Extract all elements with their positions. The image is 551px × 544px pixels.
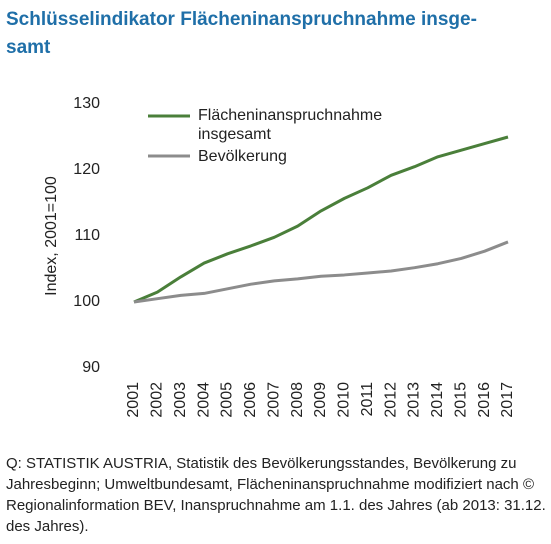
legend-label: Bevölkerung bbox=[198, 148, 287, 165]
x-tick-label: 2009 bbox=[312, 382, 329, 418]
x-tick-label: 2004 bbox=[195, 382, 212, 418]
source-note: Q: STATISTIK AUSTRIA, Statistik des Bevö… bbox=[6, 455, 546, 535]
chart-title: Schlüsselindikator Flächeninanspruchnahm… bbox=[6, 6, 546, 62]
series-line bbox=[133, 240, 509, 304]
x-tick-label: 2010 bbox=[336, 382, 353, 418]
y-axis-label: Index, 2001=100 bbox=[43, 176, 60, 296]
y-tick-label: 120 bbox=[73, 161, 100, 178]
x-tick-label: 2001 bbox=[125, 382, 142, 418]
chart: Index, 2001=100 90 100 110 120 130 2001 2002 20… bbox=[43, 95, 516, 418]
x-tick-label: 2002 bbox=[149, 382, 166, 418]
y-tick-label: 130 bbox=[73, 95, 100, 112]
title-line: Schlüsselindikator Flächeninanspruchnahm… bbox=[6, 9, 477, 30]
x-tick-label: 2014 bbox=[429, 382, 446, 418]
x-tick-label: 2007 bbox=[265, 382, 282, 418]
x-tick-label: 2003 bbox=[172, 382, 189, 418]
x-tick-label: 2008 bbox=[289, 382, 306, 418]
x-tick-label: 2005 bbox=[219, 382, 236, 418]
series-line bbox=[133, 135, 509, 304]
x-tick-label: 2013 bbox=[406, 382, 423, 418]
x-tick-label: 2012 bbox=[382, 382, 399, 418]
x-tick-label: 2011 bbox=[359, 382, 376, 417]
title-line: samt bbox=[6, 37, 51, 58]
y-tick-label: 100 bbox=[73, 293, 100, 310]
x-tick-label: 2006 bbox=[242, 382, 259, 418]
y-tick-label: 110 bbox=[74, 227, 100, 244]
x-tick-label: 2015 bbox=[452, 382, 469, 418]
x-tick-label: 2017 bbox=[499, 382, 516, 418]
y-tick-label: 90 bbox=[82, 359, 100, 376]
x-tick-label: 2016 bbox=[476, 382, 493, 418]
legend-label: Flächeninanspruchnahme insgesamt bbox=[198, 107, 383, 143]
